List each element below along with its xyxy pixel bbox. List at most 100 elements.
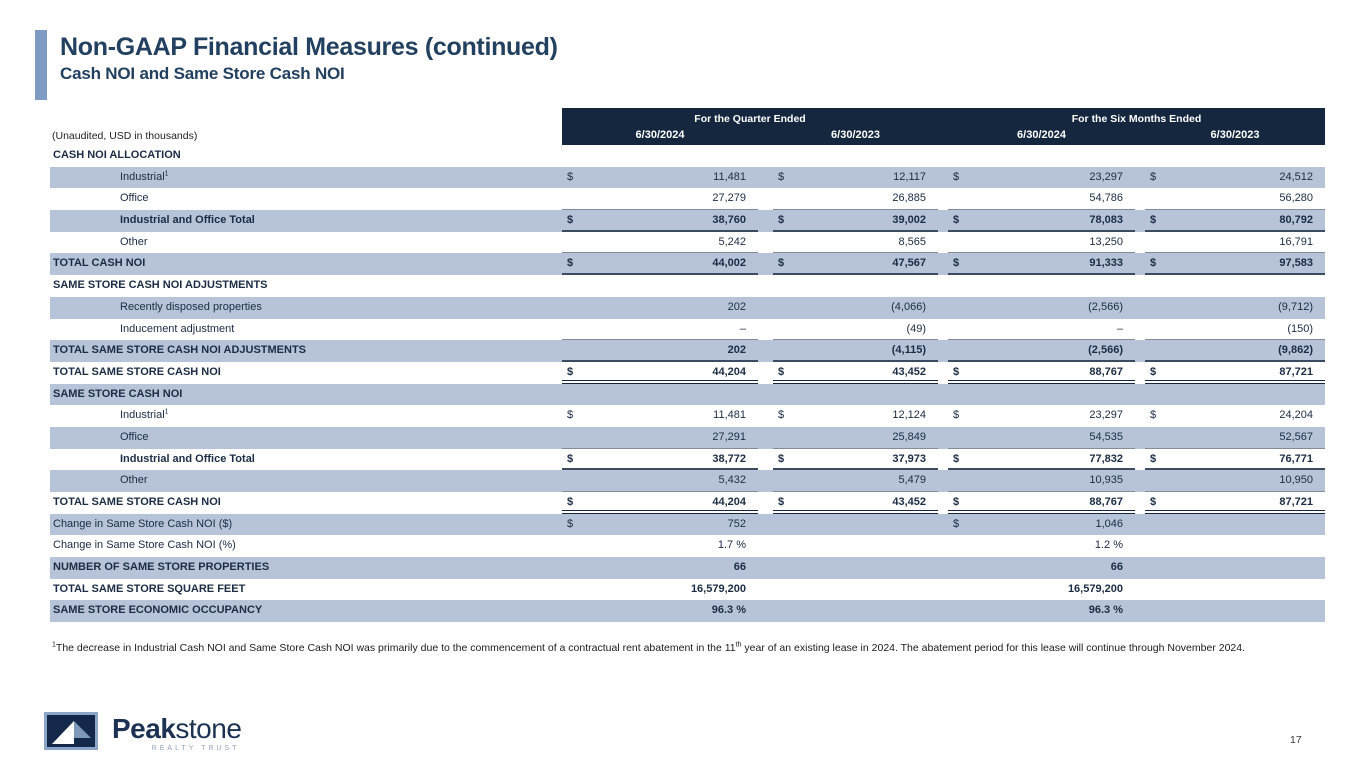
dollar-sign [1145, 297, 1150, 319]
value-text: 76,771 [1279, 452, 1313, 465]
peakstone-logo: Peakstone REALTY TRUST [44, 712, 242, 753]
value-text: 26,885 [892, 192, 926, 205]
dollar-sign: $ [1150, 170, 1157, 183]
table-row: Industrial1 $11,481 $12,117 $23,297 $24,512 [50, 166, 1325, 189]
value-text: 87,721 [1279, 365, 1313, 378]
dollar-sign [1145, 340, 1150, 360]
value-text: 5,479 [898, 474, 926, 487]
value-cell: 202 [562, 340, 758, 362]
dollar-sign [1145, 535, 1150, 557]
value-cell: $38,760 [562, 210, 758, 232]
value-text: 38,772 [712, 452, 746, 465]
row-label: TOTAL CASH NOI [53, 257, 146, 270]
row-label: SAME STORE CASH NOI ADJUSTMENTS [53, 279, 268, 292]
dollar-sign: $ [778, 409, 785, 422]
dollar-sign [1145, 319, 1150, 340]
value-text: 43,452 [892, 365, 926, 378]
value-cell: 54,535 [948, 427, 1135, 449]
value-text: 5,242 [718, 235, 746, 248]
value-cell [773, 579, 938, 601]
value-cell: 27,279 [562, 188, 758, 211]
table-row: TOTAL SAME STORE CASH NOI $44,204 $43,452 $… [50, 362, 1325, 384]
value-cell: $752 [562, 514, 758, 536]
value-cell [948, 275, 1135, 297]
value-text: 77,832 [1089, 452, 1123, 465]
footnote-marker: 1 [52, 641, 56, 649]
dollar-sign [773, 297, 778, 319]
value-text: 44,204 [712, 496, 746, 508]
dollar-sign [948, 384, 953, 406]
value-text: 5,432 [718, 474, 746, 487]
value-text: (2,566) [1088, 344, 1123, 357]
dollar-sign [1145, 232, 1150, 253]
value-cell: 1.7 % [562, 535, 758, 557]
title-block: Non-GAAP Financial Measures (continued) … [60, 33, 558, 83]
table-header: For the Quarter Ended For the Six Months… [562, 108, 1325, 145]
dollar-sign [1145, 275, 1150, 297]
dollar-sign [948, 427, 953, 448]
brand-text: Peakstone REALTY TRUST [112, 713, 242, 753]
value-cell [1145, 275, 1325, 297]
value-text: 96.3 % [711, 604, 746, 617]
value-cell: 5,479 [773, 470, 938, 492]
dollar-sign [948, 535, 953, 557]
value-cell: – [562, 319, 758, 341]
brand-tagline: REALTY TRUST [151, 745, 240, 752]
col-header-6m-2023: 6/30/2023 [1210, 129, 1260, 141]
value-text: (150) [1287, 322, 1313, 335]
value-text [1313, 579, 1325, 601]
dollar-sign: $ [1150, 365, 1157, 378]
brand-name: Peakstone [112, 713, 242, 744]
value-text [926, 579, 938, 601]
col-header-6m-2024: 6/30/2024 [1017, 129, 1066, 141]
value-cell: $80,792 [1145, 210, 1325, 232]
value-text: 11,481 [713, 409, 746, 422]
value-cell [562, 384, 758, 406]
row-label: Industrial and Office Total [120, 452, 255, 465]
dollar-sign: $ [567, 365, 574, 378]
value-cell: $12,124 [773, 405, 938, 427]
value-text [1123, 275, 1135, 297]
dollar-sign [773, 579, 778, 601]
value-text [1313, 535, 1325, 557]
peakstone-logo-icon [44, 712, 98, 750]
row-label: TOTAL SAME STORE CASH NOI [53, 496, 221, 508]
table-row: TOTAL CASH NOI $44,002 $47,567 $91,333 $97,5… [50, 253, 1325, 276]
value-cell: 16,791 [1145, 232, 1325, 254]
value-text: 10,950 [1279, 474, 1313, 487]
value-cell: $88,767 [948, 362, 1135, 384]
dollar-sign [562, 319, 567, 340]
dollar-sign: $ [953, 214, 960, 227]
value-cell: 66 [948, 557, 1135, 579]
value-text: 80,792 [1279, 214, 1313, 227]
dollar-sign: $ [1150, 257, 1157, 270]
value-text: 54,786 [1089, 192, 1123, 205]
value-text: 88,767 [1089, 496, 1123, 508]
value-text: (9,862) [1278, 344, 1313, 357]
value-text [926, 384, 938, 406]
dollar-sign [1145, 384, 1150, 406]
dollar-sign: $ [778, 496, 785, 508]
value-text: 66 [1110, 561, 1123, 574]
value-text: 44,002 [712, 257, 746, 270]
row-label: TOTAL SAME STORE CASH NOI [53, 365, 221, 378]
value-text: 752 [727, 517, 746, 530]
table-body: CASH NOI ALLOCATION Industrial1 $11,481 $12… [50, 145, 1325, 623]
value-text: 23,297 [1089, 170, 1123, 183]
row-label: Office [120, 192, 149, 205]
dollar-sign [562, 275, 567, 297]
value-text: 10,935 [1089, 474, 1123, 487]
row-label: CASH NOI ALLOCATION [53, 149, 181, 161]
value-cell [1145, 145, 1325, 167]
value-text [926, 514, 938, 536]
page-subtitle: Cash NOI and Same Store Cash NOI [60, 64, 345, 83]
value-cell: 27,291 [562, 427, 758, 449]
value-text: 24,512 [1279, 170, 1313, 183]
row-label: Industrial1 [120, 408, 169, 422]
value-text: 97,583 [1279, 257, 1313, 270]
value-text: 38,760 [712, 214, 746, 227]
value-cell: $44,204 [562, 492, 758, 514]
row-label: Other [120, 235, 148, 248]
value-text: 202 [727, 344, 746, 357]
value-cell: $38,772 [562, 449, 758, 471]
